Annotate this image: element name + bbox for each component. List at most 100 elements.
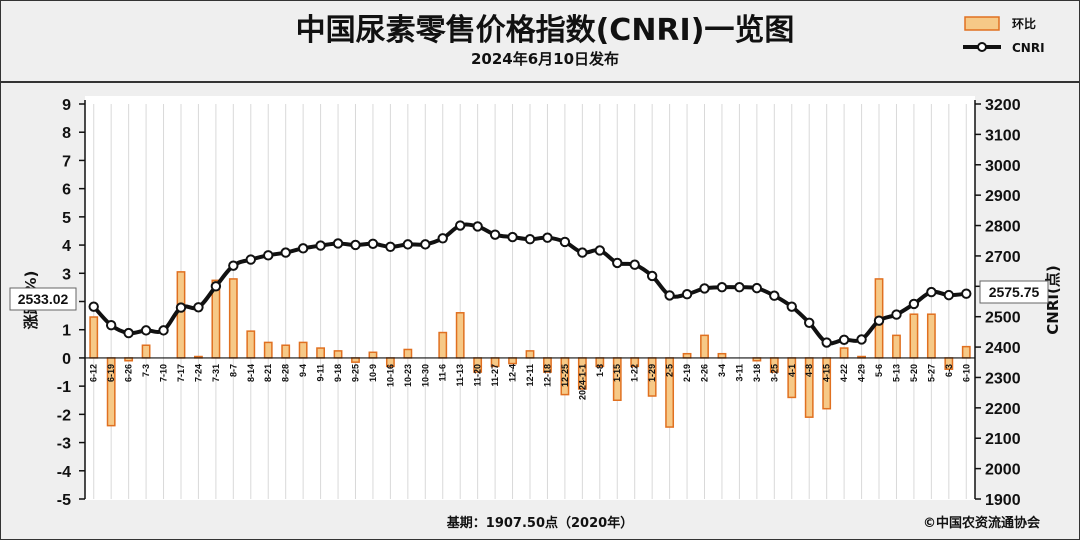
cnri-point: [769, 290, 780, 301]
cnri-point: [838, 334, 850, 345]
right-tick-label: 3200: [985, 97, 1021, 114]
cnri-point: [542, 232, 553, 243]
cnri-point: [245, 254, 256, 265]
cnri-point: [420, 239, 431, 250]
category-label: 6-10: [961, 364, 971, 382]
cnri-point: [751, 282, 763, 294]
legend-line-marker: [977, 42, 987, 52]
category-label: 10-16: [385, 364, 395, 387]
cnri-point: [367, 238, 379, 249]
base-period-note: 基期：1907.50点（2020年）: [446, 515, 633, 531]
cnri-point: [385, 241, 396, 253]
cnri-point: [437, 233, 448, 244]
left-tick-label: -3: [57, 436, 71, 453]
category-label: 12-4: [508, 364, 518, 382]
left-tick-label: 1: [62, 323, 71, 340]
end-callout-box: [979, 280, 1049, 304]
cnri-point: [454, 220, 466, 231]
legend-bar-swatch: [964, 16, 1000, 31]
cnri-point: [175, 302, 187, 313]
legend-bar-label: 环比: [1012, 16, 1036, 31]
category-label: 4-29: [857, 364, 867, 382]
line-series-cnri: [88, 220, 972, 348]
mom-bar: [700, 334, 709, 359]
mom-bar: [892, 334, 901, 359]
category-label: 1-8: [595, 364, 605, 377]
category-label: 3-18: [752, 364, 762, 382]
cnri-point: [472, 221, 483, 232]
category-label: 4-8: [804, 364, 814, 377]
category-label: 1-22: [630, 364, 640, 382]
category-label: 2-26: [700, 364, 710, 382]
category-label: 5-20: [909, 364, 919, 382]
mom-bar: [141, 344, 151, 359]
mom-bar: [455, 312, 465, 359]
right-tick-label: 2300: [985, 370, 1021, 387]
cnri-point: [646, 270, 658, 282]
category-label: 7-3: [141, 364, 151, 377]
cnri-point: [594, 245, 606, 256]
category-label: 7-10: [159, 364, 169, 382]
left-tick-label: -4: [57, 464, 71, 481]
end-callout-text: 2575.75: [989, 284, 1040, 300]
mom-bar: [246, 330, 256, 359]
mom-bar: [298, 341, 308, 359]
cnri-point: [856, 334, 867, 345]
mom-bar: [368, 351, 378, 359]
category-label: 10-9: [368, 364, 378, 382]
left-tick-label: 5: [62, 210, 71, 227]
cnri-point: [210, 281, 222, 292]
left-tick-label: 0: [62, 351, 71, 368]
start-callout-box: [9, 287, 77, 311]
right-tick-label: 2700: [985, 249, 1021, 266]
left-tick-label: 8: [62, 125, 71, 142]
right-tick-label: 2200: [985, 401, 1021, 418]
left-tick-label: -1: [57, 379, 71, 396]
mom-bar: [525, 350, 535, 359]
right-tick-label: 3000: [985, 158, 1021, 175]
mom-bar: [961, 345, 971, 359]
chart-title: 中国尿素零售价格指数(CNRI)一览图: [296, 13, 795, 48]
category-label: 7-31: [211, 364, 221, 382]
category-label: 1-15: [612, 364, 622, 382]
category-label: 8-21: [263, 364, 273, 382]
category-label: 7-17: [176, 364, 186, 382]
mom-bar: [926, 313, 936, 359]
category-label: 10-23: [403, 364, 413, 387]
category-label: 10-30: [420, 364, 430, 387]
cnri-point: [315, 240, 326, 251]
cnri-point: [350, 239, 361, 251]
category-label: 4-22: [839, 364, 849, 382]
left-tick-label: 6: [62, 182, 71, 199]
cnri-point: [507, 231, 518, 243]
cnri-point: [105, 320, 117, 331]
cnri-point: [926, 286, 937, 298]
cnri-point: [943, 289, 955, 301]
mom-bar: [909, 313, 919, 359]
mom-bar: [228, 278, 238, 359]
right-tick-label: 3100: [985, 127, 1021, 144]
cnri-point: [734, 282, 745, 293]
cnri-point: [681, 289, 693, 300]
category-label: 6-26: [124, 364, 134, 382]
right-tick-label: 1900: [985, 492, 1021, 509]
category-label: 1-29: [647, 364, 657, 382]
right-tick-label: 2800: [985, 219, 1021, 236]
cnri-point: [716, 282, 728, 293]
category-label: 11-13: [455, 364, 465, 387]
grid-lines: [93, 104, 967, 499]
cnri-point: [699, 283, 710, 294]
category-label: 9-18: [333, 364, 343, 382]
mom-bar: [682, 352, 692, 359]
category-label: 6-3: [944, 364, 954, 377]
category-label: 4-1: [787, 364, 797, 377]
category-label: 9-11: [316, 364, 326, 382]
cnri-point: [263, 250, 274, 261]
cnri-point: [961, 288, 972, 299]
cnri-point: [664, 290, 675, 301]
mom-bar: [263, 341, 273, 359]
category-label: 8-28: [281, 364, 291, 382]
category-label: 12-18: [542, 364, 552, 387]
cnri-point: [140, 325, 152, 336]
legend-line-label: CNRI: [1012, 41, 1045, 55]
